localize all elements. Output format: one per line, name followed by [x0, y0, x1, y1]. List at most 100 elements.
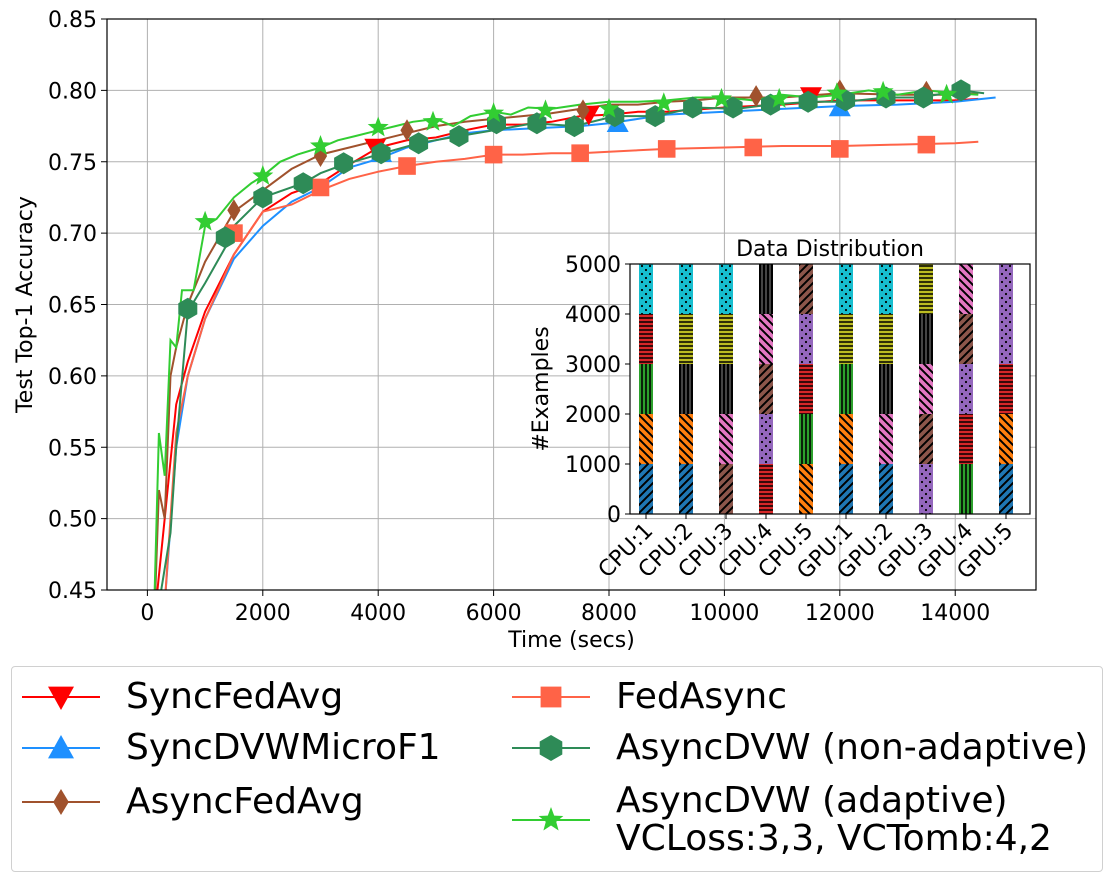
inset-bar-segment: [639, 364, 653, 414]
inset-bar-segment: [919, 414, 933, 464]
inset-bar-segment: [719, 314, 733, 364]
inset-bar-segment: [999, 314, 1013, 364]
legend-marker: [540, 686, 562, 708]
x-tick-label: 12000: [805, 601, 875, 626]
series-marker-5: [711, 87, 732, 108]
x-tick-label: 8000: [581, 601, 637, 626]
legend-marker: [539, 735, 563, 761]
legend-label: FedAsync: [616, 676, 788, 717]
legend-item-syncfedavg[interactable]: SyncFedAvg: [22, 677, 343, 717]
y-tick-label: 0.75: [48, 151, 97, 176]
series-marker-5: [826, 82, 848, 103]
accuracy-chart: 0 2000 4000 6000 8000 10000 12000 140000.450.50…: [13, 8, 1037, 653]
series-marker-5: [252, 165, 274, 185]
plot-area: [153, 79, 996, 590]
inset-bar-segment: [639, 314, 653, 364]
inset-bar-segment: [679, 364, 693, 414]
series-marker-5: [872, 80, 894, 101]
inset-bar-segment: [679, 414, 693, 464]
inset-bar-segment: [639, 464, 653, 514]
legend-item-asyncdvw-nonadaptive[interactable]: AsyncDVW (non-adaptive): [512, 728, 1088, 768]
series-marker-3: [311, 178, 330, 197]
series-line-5: [153, 89, 979, 590]
series-marker-4: [914, 86, 933, 109]
series-marker-2: [749, 85, 763, 108]
series-marker-4: [215, 226, 235, 249]
legend-swatch-5: [512, 807, 590, 831]
series-marker-4: [798, 90, 818, 113]
inset-bar-segment: [959, 464, 973, 514]
inset-bar-segment: [799, 414, 813, 464]
y-tick-label: 0.45: [48, 579, 97, 604]
legend-label: AsyncFedAvg: [126, 781, 364, 822]
inset-bar-segment: [879, 414, 893, 464]
inset-bar-segment: [719, 414, 733, 464]
legend-swatch-4: [512, 735, 590, 761]
series-marker-4: [645, 105, 665, 128]
inset-bar-segment: [999, 264, 1013, 314]
x-tick-label: 0: [140, 601, 154, 626]
series-marker-4: [527, 112, 547, 135]
inset-bar-segment: [839, 264, 853, 314]
series-marker-3: [917, 135, 936, 154]
series-marker-5: [653, 92, 675, 113]
legend-item-asyncdvw-adaptive[interactable]: AsyncDVW (adaptive) VCLoss:3,3, VCTomb:4…: [512, 782, 1052, 858]
inset-bar-segment: [959, 414, 973, 464]
legend-item-fedasync[interactable]: FedAsync: [512, 677, 787, 717]
inset-bar-segment: [839, 464, 853, 514]
inset-bar-segment: [879, 264, 893, 314]
legend-label: AsyncDVW (adaptive) VCLoss:3,3, VCTomb:4…: [616, 780, 1052, 859]
inset-bar-segment: [959, 264, 973, 314]
inset-bar-segment: [839, 314, 853, 364]
inset-bar-segment: [919, 314, 933, 364]
y-tick-label: 0.70: [48, 222, 97, 247]
x-tick-label: 14000: [920, 601, 990, 626]
inset-bar-segment: [879, 464, 893, 514]
series-marker-4: [293, 172, 313, 195]
series-marker-4: [178, 297, 198, 320]
inset-bar-segment: [719, 364, 733, 414]
y-tick-label: 0.60: [48, 365, 97, 390]
series-marker-5: [535, 99, 556, 120]
legend-label: SyncDVWMicroF1: [126, 727, 441, 768]
inset-bar-segment: [999, 364, 1013, 414]
series-marker-5: [598, 97, 620, 118]
inset-y-tick-label: 4000: [565, 303, 621, 328]
inset-bar-segment: [799, 364, 813, 414]
inset-bar-segment: [679, 264, 693, 314]
legend-item-syncdvwmicrof1[interactable]: SyncDVWMicroF1: [22, 728, 441, 768]
y-tick-label: 0.55: [48, 436, 97, 461]
inset-bar-segment: [759, 314, 773, 364]
inset-bar-segment: [799, 464, 813, 514]
x-tick-label: 6000: [466, 601, 522, 626]
inset-bar-segment: [639, 264, 653, 314]
legend-item-asyncfedavg[interactable]: AsyncFedAvg: [22, 782, 364, 822]
inset-title: Data Distribution: [736, 237, 924, 262]
y-tick-label: 0.65: [48, 294, 97, 319]
series-marker-4: [683, 96, 703, 119]
series-marker-4: [449, 125, 469, 148]
inset-bar-segment: [919, 464, 933, 514]
series-marker-3: [398, 157, 416, 175]
x-tick-label: 2000: [235, 601, 291, 626]
series-marker-5: [483, 102, 505, 123]
legend-swatch-1: [22, 735, 100, 759]
inset-bar-segment: [959, 364, 973, 414]
inset-y-tick-label: 3000: [565, 353, 621, 378]
inset-bar-segment: [799, 264, 813, 314]
inset-bar-segment: [999, 414, 1013, 464]
series-marker-4: [723, 96, 743, 119]
series-marker-3: [484, 145, 503, 164]
legend-swatch-2: [22, 789, 100, 815]
y-tick-label: 0.85: [48, 8, 97, 33]
inset-y-axis-label: #Examples: [529, 326, 554, 451]
x-tick-label: 10000: [689, 601, 759, 626]
series-marker-2: [400, 119, 414, 142]
series-marker-4: [334, 152, 354, 175]
series-marker-2: [576, 99, 590, 122]
series-marker-5: [310, 135, 331, 155]
inset-bar-segment: [799, 314, 813, 364]
inset-bar-segment: [759, 364, 773, 414]
series-line-4: [160, 89, 985, 590]
series-marker-4: [564, 115, 584, 138]
